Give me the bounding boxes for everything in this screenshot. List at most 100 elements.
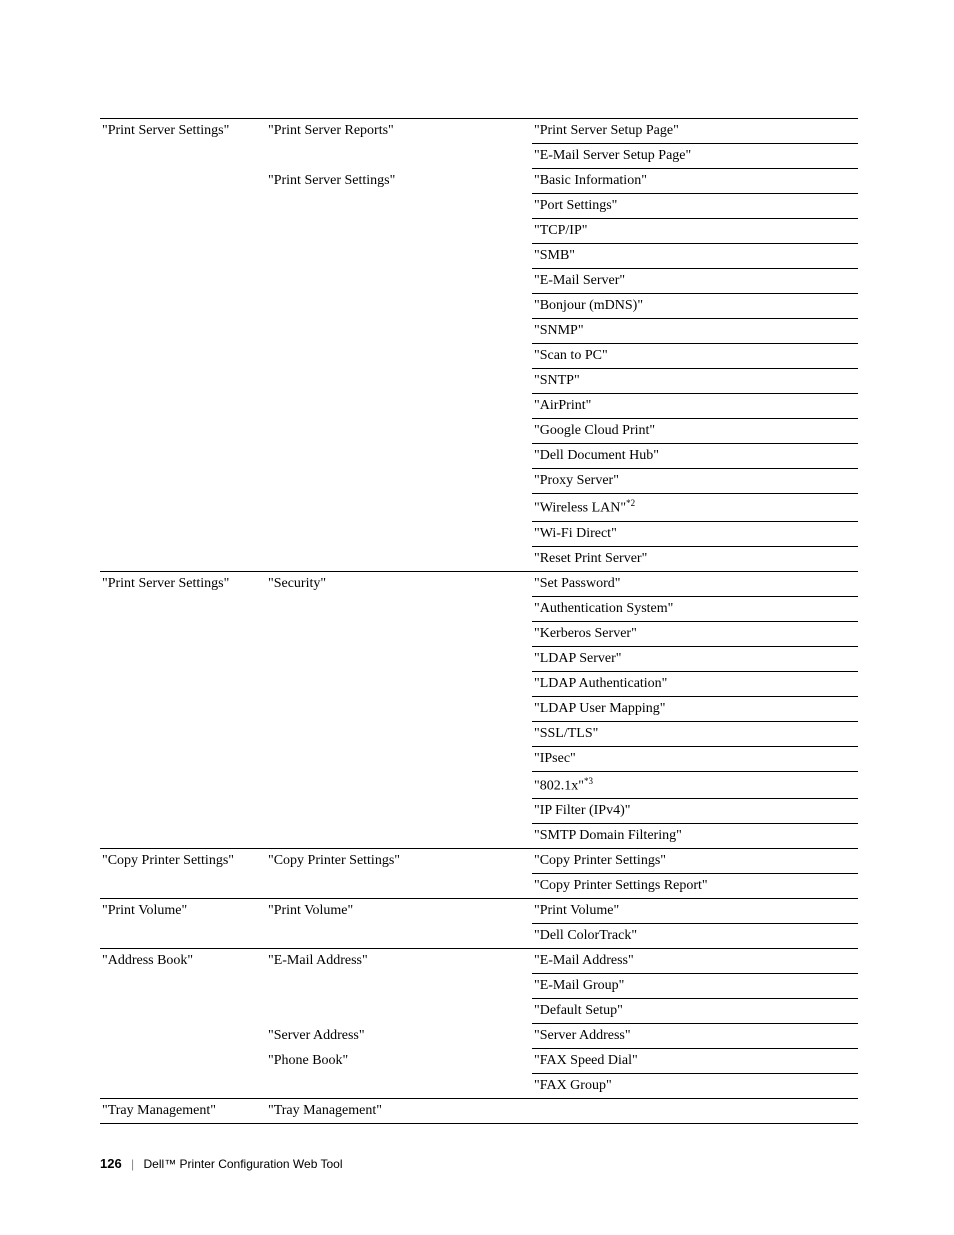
cell-col3: "Scan to PC"	[532, 344, 858, 369]
cell-col1	[100, 294, 266, 319]
cell-col1	[100, 596, 266, 621]
table-row: "Kerberos Server"	[100, 621, 858, 646]
table-row: "Print Server Settings""Print Server Rep…	[100, 119, 858, 144]
table-row: "AirPrint"	[100, 394, 858, 419]
cell-col3: "E-Mail Group"	[532, 974, 858, 999]
cell-col1	[100, 219, 266, 244]
cell-col3: "Copy Printer Settings"	[532, 849, 858, 874]
cell-col1	[100, 1074, 266, 1099]
cell-col2	[266, 294, 532, 319]
cell-col3: "Default Setup"	[532, 999, 858, 1024]
table-row: "LDAP Authentication"	[100, 671, 858, 696]
cell-col1	[100, 874, 266, 899]
cell-col3: "Wi-Fi Direct"	[532, 521, 858, 546]
cell-col2: "Print Volume"	[266, 899, 532, 924]
cell-col3: "SMB"	[532, 244, 858, 269]
cell-col3: "LDAP User Mapping"	[532, 696, 858, 721]
cell-col1	[100, 369, 266, 394]
cell-col3: "SSL/TLS"	[532, 721, 858, 746]
table-row: "Reset Print Server"	[100, 546, 858, 571]
cell-col1	[100, 621, 266, 646]
cell-col1	[100, 696, 266, 721]
cell-col3: "Copy Printer Settings Report"	[532, 874, 858, 899]
cell-col2: "Security"	[266, 571, 532, 596]
table-row: "Google Cloud Print"	[100, 419, 858, 444]
cell-col3: "LDAP Authentication"	[532, 671, 858, 696]
cell-col3: "Kerberos Server"	[532, 621, 858, 646]
cell-col2: "Tray Management"	[266, 1099, 532, 1124]
table-row: "Phone Book""FAX Speed Dial"	[100, 1049, 858, 1074]
cell-col3: "Dell ColorTrack"	[532, 924, 858, 949]
cell-col1	[100, 974, 266, 999]
cell-col3: "Server Address"	[532, 1024, 858, 1049]
cell-col1	[100, 269, 266, 294]
cell-col1	[100, 319, 266, 344]
cell-col2	[266, 546, 532, 571]
table-row: "E-Mail Server Setup Page"	[100, 144, 858, 169]
cell-col1	[100, 771, 266, 799]
cell-col3: "Port Settings"	[532, 194, 858, 219]
cell-col3: "Dell Document Hub"	[532, 444, 858, 469]
cell-col1: "Address Book"	[100, 949, 266, 974]
cell-col3: "LDAP Server"	[532, 646, 858, 671]
cell-col3: "IPsec"	[532, 746, 858, 771]
table-row: "Print Server Settings""Security""Set Pa…	[100, 571, 858, 596]
cell-col1	[100, 194, 266, 219]
table-row: "Address Book""E-Mail Address""E-Mail Ad…	[100, 949, 858, 974]
cell-col2: "Phone Book"	[266, 1049, 532, 1074]
table-row: "Port Settings"	[100, 194, 858, 219]
cell-col2	[266, 771, 532, 799]
cell-col1: "Tray Management"	[100, 1099, 266, 1124]
footer-separator: |	[125, 1157, 140, 1171]
cell-col3: "IP Filter (IPv4)"	[532, 799, 858, 824]
cell-col1	[100, 999, 266, 1024]
cell-col1: "Print Server Settings"	[100, 571, 266, 596]
table-row: "Scan to PC"	[100, 344, 858, 369]
superscript: *3	[584, 776, 593, 786]
cell-col3: "Google Cloud Print"	[532, 419, 858, 444]
settings-table-body: "Print Server Settings""Print Server Rep…	[100, 119, 858, 1124]
cell-col1	[100, 444, 266, 469]
cell-col3: "802.1x"*3	[532, 771, 858, 799]
cell-col3: "SMTP Domain Filtering"	[532, 824, 858, 849]
cell-col2	[266, 721, 532, 746]
table-row: "LDAP Server"	[100, 646, 858, 671]
table-row: "SMTP Domain Filtering"	[100, 824, 858, 849]
cell-col1	[100, 671, 266, 696]
table-row: "Default Setup"	[100, 999, 858, 1024]
cell-col2	[266, 269, 532, 294]
cell-col3	[532, 1099, 858, 1124]
cell-col3: "Reset Print Server"	[532, 546, 858, 571]
cell-col1	[100, 394, 266, 419]
cell-col2	[266, 219, 532, 244]
cell-col2	[266, 696, 532, 721]
cell-col1	[100, 469, 266, 494]
table-row: "Dell Document Hub"	[100, 444, 858, 469]
table-row: "Print Volume""Print Volume""Print Volum…	[100, 899, 858, 924]
cell-col1	[100, 169, 266, 194]
cell-col3: "E-Mail Address"	[532, 949, 858, 974]
table-row: "Print Server Settings""Basic Informatio…	[100, 169, 858, 194]
cell-col2	[266, 874, 532, 899]
cell-col2	[266, 394, 532, 419]
cell-col2: "Print Server Settings"	[266, 169, 532, 194]
cell-col2	[266, 799, 532, 824]
table-row: "Proxy Server"	[100, 469, 858, 494]
table-row: "IP Filter (IPv4)"	[100, 799, 858, 824]
cell-col1: "Print Server Settings"	[100, 119, 266, 144]
table-row: "SMB"	[100, 244, 858, 269]
settings-table: "Print Server Settings""Print Server Rep…	[100, 118, 858, 1124]
cell-col3: "Authentication System"	[532, 596, 858, 621]
table-row: "Bonjour (mDNS)"	[100, 294, 858, 319]
cell-col2	[266, 444, 532, 469]
cell-col3: "E-Mail Server"	[532, 269, 858, 294]
cell-col3: "TCP/IP"	[532, 219, 858, 244]
cell-col2	[266, 924, 532, 949]
cell-col2	[266, 671, 532, 696]
cell-col2: "Copy Printer Settings"	[266, 849, 532, 874]
cell-col1: "Print Volume"	[100, 899, 266, 924]
cell-col3: "Wireless LAN"*2	[532, 494, 858, 522]
table-row: "Wi-Fi Direct"	[100, 521, 858, 546]
cell-col1: "Copy Printer Settings"	[100, 849, 266, 874]
cell-col2	[266, 469, 532, 494]
